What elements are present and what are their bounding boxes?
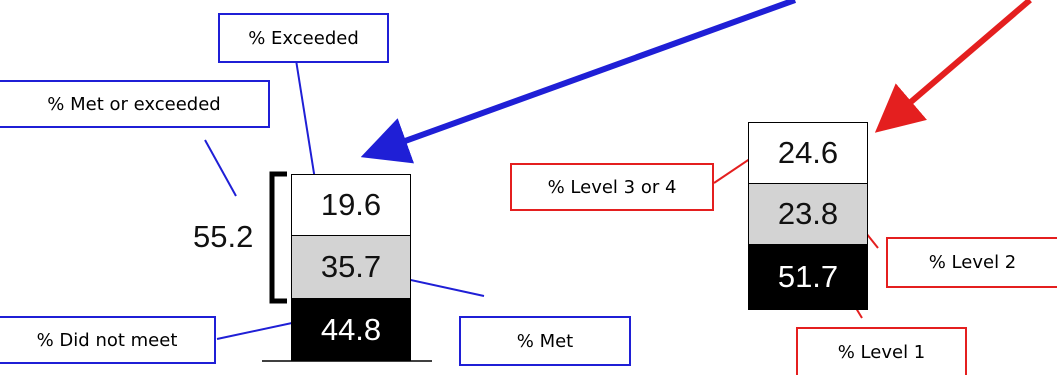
right-level-3-or-4-segment: 24.6 bbox=[748, 122, 868, 184]
leader-line-exceeded bbox=[295, 59, 317, 187]
right-level-1-segment: 51.7 bbox=[748, 244, 868, 310]
red-arrow bbox=[874, 0, 1032, 133]
level-1-label: % Level 1 bbox=[837, 341, 926, 363]
met-or-exceeded-bracket bbox=[269, 171, 287, 304]
left-did-not-meet-value: 44.8 bbox=[320, 311, 382, 347]
exceeded-label: % Exceeded bbox=[248, 27, 359, 49]
met-label: % Met bbox=[516, 330, 574, 352]
right-level-1-value: 51.7 bbox=[777, 259, 839, 294]
did-not-meet-label: % Did not meet bbox=[36, 329, 178, 351]
met-or-exceeded-total: 55.2 bbox=[193, 219, 254, 254]
left-exceeded-value: 19.6 bbox=[320, 187, 382, 222]
level-3-or-4-label-box: % Level 3 or 4 bbox=[510, 163, 714, 211]
level-1-label-box: % Level 1 bbox=[796, 327, 967, 375]
level-3-or-4-label: % Level 3 or 4 bbox=[547, 176, 677, 198]
left-exceeded-segment: 19.6 bbox=[291, 174, 411, 236]
right-level-3-or-4-value: 24.6 bbox=[777, 135, 839, 170]
exceeded-label-box: % Exceeded bbox=[218, 13, 389, 63]
blue-arrow bbox=[360, 0, 797, 164]
met-label-box: % Met bbox=[459, 316, 631, 366]
right-level-2-value: 23.8 bbox=[777, 196, 839, 231]
left-met-value: 35.7 bbox=[320, 249, 382, 284]
met-or-exceeded-label-box: % Met or exceeded bbox=[0, 80, 270, 128]
left-met-segment: 35.7 bbox=[291, 236, 411, 298]
left-did-not-meet-segment: 44.8 bbox=[291, 298, 411, 361]
level-2-label-box: % Level 2 bbox=[886, 237, 1057, 288]
did-not-meet-label-box: % Did not meet bbox=[0, 316, 216, 364]
level-2-label: % Level 2 bbox=[928, 252, 1017, 273]
leader-line-met-or-exceeded bbox=[204, 139, 237, 197]
right-level-2-segment: 23.8 bbox=[748, 184, 868, 244]
met-or-exceeded-label: % Met or exceeded bbox=[47, 93, 221, 115]
